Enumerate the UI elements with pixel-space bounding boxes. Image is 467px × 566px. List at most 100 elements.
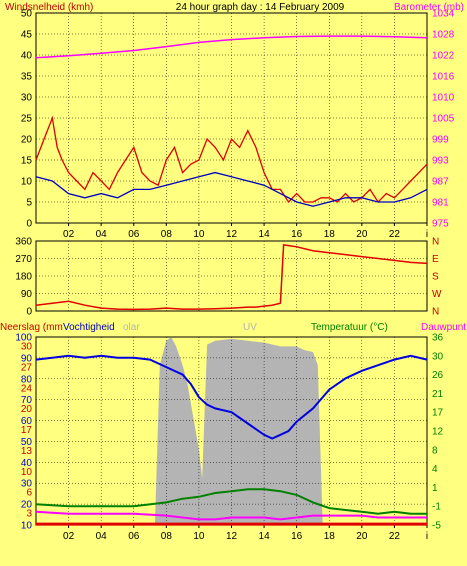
series-temperature bbox=[35, 488, 427, 515]
grid bbox=[36, 337, 427, 525]
x-axis: 02 04 06 08 10 12 14 16 18 20 22 i bbox=[63, 525, 428, 542]
y-tick-label: 993 bbox=[432, 156, 449, 167]
series-dewpoint bbox=[35, 510, 427, 521]
y-tick-label: 1 bbox=[432, 483, 438, 494]
y-tick-label: -5 bbox=[432, 521, 441, 532]
graph-title: 24 hour graph day : 14 February 2009 bbox=[176, 2, 345, 13]
y-tick-label: 13 bbox=[21, 446, 33, 457]
y-tick-label: 1022 bbox=[432, 51, 455, 62]
y-tick-label: 21 bbox=[432, 389, 444, 400]
y-tick-label: 100 bbox=[15, 333, 32, 344]
y-tick-label: 360 bbox=[15, 237, 32, 248]
y-tick-label: N bbox=[432, 307, 439, 318]
y-tick-label: 180 bbox=[15, 272, 32, 283]
x-tick-label: 06 bbox=[128, 531, 140, 542]
dewpoint-label: Dauwpunt bbox=[421, 322, 466, 333]
y-axis-right: 975 981 987 993 999 1005 1010 1016 1022 1028 1034 bbox=[432, 9, 455, 230]
series-group bbox=[35, 35, 428, 207]
uv-label: UV bbox=[243, 322, 257, 333]
y-tick-label: 27 bbox=[21, 362, 33, 373]
x-tick-label: 06 bbox=[128, 229, 140, 240]
grid bbox=[36, 241, 427, 311]
solar-area-shape bbox=[154, 337, 323, 525]
y-tick-label: 999 bbox=[432, 135, 449, 146]
series-gust_avg bbox=[35, 171, 428, 207]
baro-label: Barometer (mb) bbox=[394, 2, 464, 13]
x-tick-label: 20 bbox=[356, 531, 368, 542]
x-tick-label: 08 bbox=[161, 229, 173, 240]
x-tick-label: 22 bbox=[389, 229, 401, 240]
wind-label: Windsnelheid (kmh) bbox=[5, 2, 93, 13]
y-tick-label: 1016 bbox=[432, 72, 455, 83]
x-tick-label: 16 bbox=[291, 531, 303, 542]
y-tick-label: 70 bbox=[21, 395, 33, 406]
y-tick-label: 45 bbox=[21, 30, 33, 41]
y-tick-label: 6 bbox=[26, 488, 32, 499]
series-wind-direction bbox=[35, 244, 428, 311]
y-tick-label: 90 bbox=[21, 353, 33, 364]
x-tick-label: 16 bbox=[291, 229, 303, 240]
x-tick-label: 20 bbox=[356, 229, 368, 240]
y-tick-label: 24 bbox=[21, 383, 33, 394]
y-tick-label: 20 bbox=[21, 500, 33, 511]
y-tick-label: E bbox=[432, 254, 439, 265]
y-tick-label: 15 bbox=[21, 156, 33, 167]
y-tick-label: 4 bbox=[432, 464, 438, 475]
series-group bbox=[35, 244, 428, 311]
y-tick-label: S bbox=[432, 272, 439, 283]
y-tick-label: 30 bbox=[21, 342, 33, 353]
y-tick-label: 30 bbox=[432, 351, 444, 362]
y-axis-left: 0 5 10 15 20 25 30 35 40 45 50 bbox=[21, 9, 33, 230]
series-humidity bbox=[35, 354, 428, 440]
series-group bbox=[35, 354, 428, 526]
y-tick-label: 25 bbox=[21, 114, 33, 125]
y-tick-label: 12 bbox=[432, 427, 444, 438]
y-tick-label: N bbox=[432, 237, 439, 248]
solar-label: olar bbox=[123, 322, 140, 333]
y-tick-label: 1034 bbox=[432, 9, 455, 20]
y-tick-label: 270 bbox=[15, 254, 32, 265]
y-tick-label: 10 bbox=[21, 467, 33, 478]
x-tick-label: 02 bbox=[63, 531, 75, 542]
y-tick-label: -1 bbox=[432, 502, 441, 513]
y-tick-label: 80 bbox=[21, 374, 33, 385]
y-tick-label: 975 bbox=[432, 219, 449, 230]
y-tick-label: 50 bbox=[21, 437, 33, 448]
y-tick-label: 3 bbox=[26, 509, 32, 520]
y-tick-label: 5 bbox=[26, 198, 32, 209]
y-tick-label: 1028 bbox=[432, 30, 455, 41]
y-tick-label: 20 bbox=[21, 404, 33, 415]
y-tick-label: 1010 bbox=[432, 93, 455, 104]
x-tick-label: 18 bbox=[324, 531, 336, 542]
x-tick-label: 14 bbox=[259, 229, 271, 240]
y-tick-label: 0 bbox=[26, 307, 32, 318]
y-axis-left: 10 20 30 40 50 60 70 80 90 100 3 6 10 13 17 20 24 27 30 bbox=[15, 333, 32, 532]
y-tick-label: 987 bbox=[432, 177, 449, 188]
x-tick-label: 04 bbox=[96, 531, 108, 542]
y-tick-label: 30 bbox=[21, 93, 33, 104]
y-tick-label: 8 bbox=[432, 445, 438, 456]
x-tick-label: 02 bbox=[63, 229, 75, 240]
y-tick-label: 0 bbox=[26, 219, 32, 230]
y-tick-label: 40 bbox=[21, 458, 33, 469]
y-tick-label: 90 bbox=[21, 289, 33, 300]
y-tick-label: 20 bbox=[21, 135, 33, 146]
y-tick-label: 36 bbox=[432, 333, 444, 344]
series-wind bbox=[35, 115, 428, 204]
y-axis-left: 0 90 180 270 360 bbox=[15, 237, 32, 318]
solar-area bbox=[154, 337, 323, 525]
y-tick-label: 40 bbox=[21, 51, 33, 62]
y-tick-label: 30 bbox=[21, 479, 33, 490]
y-tick-label: 60 bbox=[21, 416, 33, 427]
temperature-label: Temperatuur (°C) bbox=[311, 322, 388, 333]
y-tick-label: 981 bbox=[432, 198, 449, 209]
x-tick-label: 14 bbox=[259, 531, 271, 542]
rain-label: Neerslag (mm bbox=[0, 322, 63, 333]
x-tick-label: 12 bbox=[226, 229, 238, 240]
grid bbox=[36, 13, 427, 223]
x-tick-label: 10 bbox=[193, 229, 205, 240]
x-tick-label: i bbox=[426, 229, 428, 240]
